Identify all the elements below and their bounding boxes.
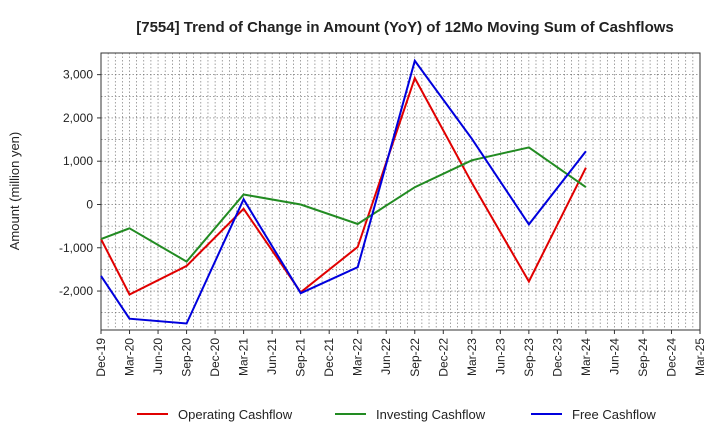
y-axis-ticks: 3,000 2,000 1,000 0 -1,000 -2,000 xyxy=(59,68,101,298)
x-tick-label: Dec-24 xyxy=(664,338,678,377)
x-tick-label: Mar-25 xyxy=(693,338,707,376)
x-tick-label: Mar-24 xyxy=(579,338,593,376)
series-line-free-cashflow xyxy=(100,58,587,325)
series-line-operating-cashflow xyxy=(100,75,587,296)
x-tick-label: Sep-22 xyxy=(408,338,422,377)
x-tick-label: Dec-21 xyxy=(322,338,336,377)
x-tick-label: Jun-21 xyxy=(265,338,279,375)
plot-frame xyxy=(100,52,701,331)
x-tick-label: Sep-20 xyxy=(180,338,194,377)
legend: Operating Cashflow Investing Cashflow Free… xyxy=(137,407,656,422)
x-tick-label: Sep-23 xyxy=(522,338,536,377)
x-tick-label: Dec-22 xyxy=(436,338,450,377)
grid xyxy=(101,53,700,330)
x-tick-label: Jun-20 xyxy=(151,338,165,375)
x-tick-label: Dec-23 xyxy=(550,338,564,377)
legend-label: Free Cashflow xyxy=(572,407,656,422)
y-axis-label: Amount (million yen) xyxy=(7,132,22,251)
x-tick-label: Mar-22 xyxy=(351,338,365,376)
x-tick-label: Sep-21 xyxy=(294,338,308,377)
x-tick-label: Sep-24 xyxy=(636,338,650,377)
x-tick-label: Jun-22 xyxy=(379,338,393,375)
x-tick-label: Jun-24 xyxy=(607,338,621,375)
y-tick-label: 1,000 xyxy=(63,154,93,168)
y-tick-label: 2,000 xyxy=(63,111,93,125)
legend-label: Investing Cashflow xyxy=(376,407,486,422)
y-tick-label: 0 xyxy=(86,197,93,211)
y-tick-label: 3,000 xyxy=(63,68,93,82)
series-line-investing-cashflow xyxy=(100,146,587,263)
x-tick-label: Mar-21 xyxy=(237,338,251,376)
x-tick-label: Dec-20 xyxy=(208,338,222,377)
y-tick-label: -1,000 xyxy=(59,241,93,255)
x-tick-label: Mar-23 xyxy=(465,338,479,376)
x-tick-label: Mar-20 xyxy=(123,338,137,376)
x-axis-ticks: Dec-19 Mar-20 Jun-20 Sep-20 Dec-20 Mar-21 Jun-… xyxy=(94,330,707,377)
y-tick-label: -2,000 xyxy=(59,284,93,298)
legend-label: Operating Cashflow xyxy=(178,407,293,422)
series-lines xyxy=(100,58,587,325)
chart-title: [7554] Trend of Change in Amount (YoY) o… xyxy=(136,19,674,36)
x-tick-label: Dec-19 xyxy=(94,338,108,377)
x-tick-label: Jun-23 xyxy=(493,338,507,375)
